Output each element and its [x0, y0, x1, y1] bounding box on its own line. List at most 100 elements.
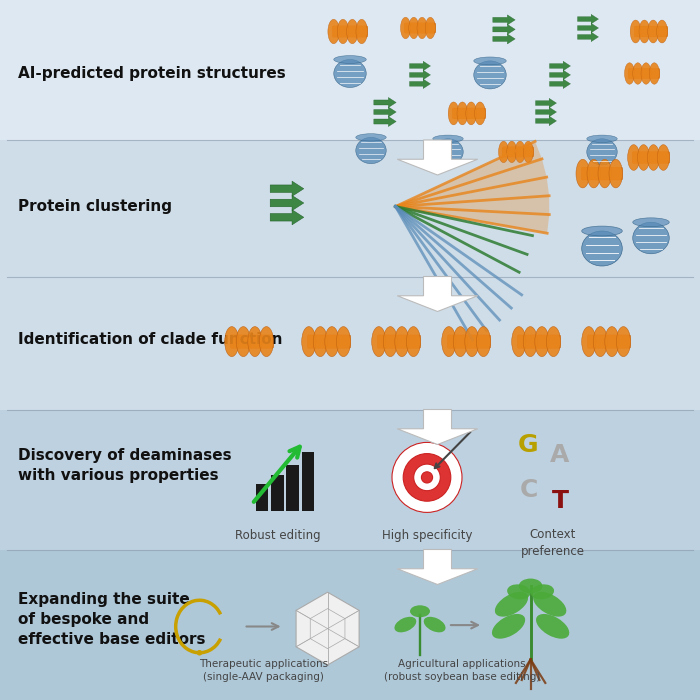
Ellipse shape: [547, 327, 561, 356]
Ellipse shape: [533, 592, 566, 617]
Ellipse shape: [531, 584, 554, 599]
Ellipse shape: [498, 141, 509, 162]
Text: Robust editing: Robust editing: [235, 528, 321, 542]
Ellipse shape: [454, 327, 468, 356]
Ellipse shape: [617, 327, 631, 356]
Ellipse shape: [582, 327, 596, 356]
Text: AI-predicted protein structures: AI-predicted protein structures: [18, 66, 286, 81]
Ellipse shape: [605, 327, 619, 356]
Ellipse shape: [519, 578, 543, 594]
Ellipse shape: [639, 20, 650, 43]
Ellipse shape: [409, 18, 419, 38]
Bar: [0, 550, 700, 700]
Ellipse shape: [410, 606, 430, 617]
Bar: [271, 475, 284, 511]
Polygon shape: [398, 140, 477, 175]
Ellipse shape: [372, 327, 386, 356]
Polygon shape: [398, 410, 477, 444]
FancyBboxPatch shape: [587, 335, 631, 349]
Polygon shape: [550, 61, 570, 71]
Ellipse shape: [395, 327, 409, 356]
Ellipse shape: [356, 20, 368, 43]
Ellipse shape: [477, 327, 491, 356]
Polygon shape: [578, 32, 598, 42]
Ellipse shape: [598, 160, 612, 188]
Polygon shape: [270, 210, 304, 225]
FancyBboxPatch shape: [307, 335, 351, 349]
Ellipse shape: [400, 18, 411, 38]
Ellipse shape: [424, 617, 445, 632]
Ellipse shape: [260, 327, 274, 356]
Ellipse shape: [474, 61, 506, 89]
Ellipse shape: [512, 327, 526, 356]
Ellipse shape: [507, 141, 517, 162]
Circle shape: [414, 464, 440, 491]
Ellipse shape: [507, 584, 531, 599]
Ellipse shape: [356, 137, 386, 164]
Ellipse shape: [475, 102, 485, 125]
Polygon shape: [550, 70, 570, 80]
Ellipse shape: [587, 160, 601, 188]
FancyBboxPatch shape: [581, 167, 623, 180]
Ellipse shape: [638, 145, 650, 170]
Text: Context
preference: Context preference: [521, 528, 585, 557]
Ellipse shape: [609, 160, 622, 188]
Polygon shape: [536, 99, 556, 108]
Circle shape: [403, 454, 451, 501]
Bar: [0, 410, 700, 550]
Ellipse shape: [582, 231, 622, 266]
Ellipse shape: [474, 57, 506, 65]
Polygon shape: [296, 592, 359, 665]
Ellipse shape: [356, 134, 386, 141]
Ellipse shape: [433, 135, 463, 142]
Ellipse shape: [334, 55, 366, 64]
Polygon shape: [398, 276, 477, 312]
Ellipse shape: [633, 63, 643, 84]
Polygon shape: [410, 61, 430, 71]
Ellipse shape: [314, 327, 328, 356]
Polygon shape: [270, 195, 304, 211]
Text: T: T: [552, 489, 568, 512]
Ellipse shape: [535, 327, 549, 356]
Ellipse shape: [536, 614, 569, 638]
Ellipse shape: [657, 145, 669, 170]
Ellipse shape: [346, 20, 358, 43]
FancyBboxPatch shape: [517, 335, 561, 349]
Ellipse shape: [334, 60, 366, 88]
Bar: [286, 465, 299, 511]
Ellipse shape: [495, 592, 528, 617]
FancyBboxPatch shape: [452, 108, 486, 119]
FancyBboxPatch shape: [404, 23, 436, 33]
FancyBboxPatch shape: [502, 147, 534, 157]
Polygon shape: [374, 116, 396, 127]
Polygon shape: [374, 107, 396, 117]
FancyBboxPatch shape: [230, 335, 274, 349]
Ellipse shape: [524, 141, 533, 162]
Polygon shape: [398, 550, 477, 584]
Polygon shape: [410, 79, 430, 89]
Ellipse shape: [302, 327, 316, 356]
Ellipse shape: [633, 223, 669, 254]
Text: Identification of clade function: Identification of clade function: [18, 332, 282, 347]
Ellipse shape: [466, 102, 477, 125]
Circle shape: [421, 472, 433, 483]
Text: Therapeutic applications
(single-AAV packaging): Therapeutic applications (single-AAV pac…: [199, 659, 328, 682]
Text: C: C: [519, 478, 538, 502]
FancyBboxPatch shape: [447, 335, 491, 349]
Polygon shape: [493, 25, 515, 34]
Ellipse shape: [587, 135, 617, 142]
Ellipse shape: [524, 327, 538, 356]
Polygon shape: [493, 34, 515, 44]
Ellipse shape: [225, 327, 239, 356]
Text: Protein clustering: Protein clustering: [18, 199, 172, 214]
Polygon shape: [536, 116, 556, 126]
Text: Expanding the suite
of bespoke and
effective base editors: Expanding the suite of bespoke and effec…: [18, 592, 205, 647]
Ellipse shape: [328, 20, 340, 43]
Ellipse shape: [337, 327, 351, 356]
Text: G: G: [518, 433, 539, 456]
Text: Discovery of deaminases
with various properties: Discovery of deaminases with various pro…: [18, 448, 231, 483]
Ellipse shape: [648, 145, 659, 170]
Bar: [256, 484, 268, 511]
Polygon shape: [578, 23, 598, 33]
Ellipse shape: [594, 327, 608, 356]
